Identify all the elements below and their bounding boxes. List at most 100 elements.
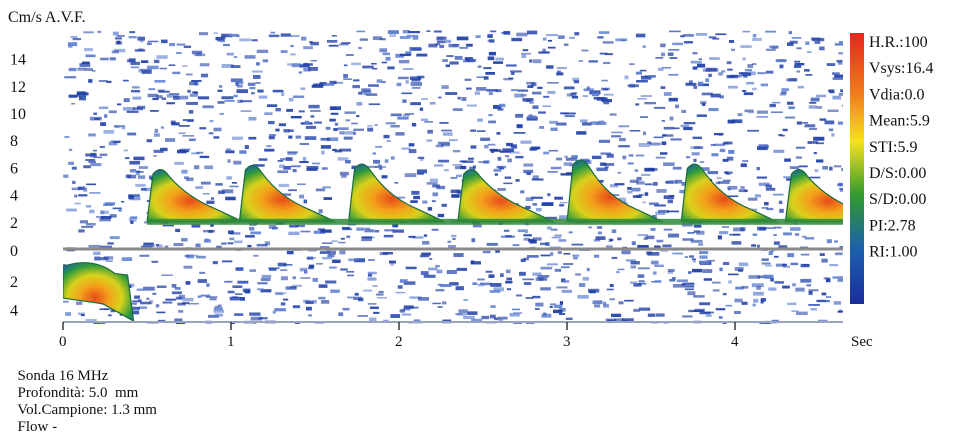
noise-speck bbox=[100, 57, 109, 61]
noise-speck bbox=[657, 67, 664, 71]
noise-speck bbox=[402, 68, 414, 70]
noise-speck bbox=[709, 57, 720, 60]
noise-speck bbox=[824, 120, 835, 125]
noise-speck bbox=[713, 143, 725, 147]
noise-speck bbox=[505, 280, 513, 284]
noise-speck bbox=[308, 314, 312, 317]
noise-speck bbox=[272, 310, 276, 314]
noise-speck bbox=[63, 300, 69, 303]
noise-speck bbox=[743, 75, 748, 78]
noise-speck bbox=[438, 96, 442, 99]
noise-speck bbox=[340, 268, 348, 271]
noise-speck bbox=[328, 44, 339, 47]
noise-speck bbox=[332, 259, 341, 264]
noise-speck bbox=[557, 251, 562, 254]
noise-speck bbox=[462, 59, 475, 63]
noise-speck bbox=[488, 51, 496, 56]
noise-speck bbox=[670, 138, 682, 141]
noise-speck bbox=[829, 89, 835, 94]
noise-speck bbox=[148, 88, 156, 91]
noise-speck bbox=[683, 33, 694, 37]
noise-speck bbox=[731, 119, 743, 124]
noise-speck bbox=[250, 231, 262, 235]
noise-speck bbox=[374, 166, 387, 168]
noise-speck bbox=[300, 87, 306, 91]
noise-speck bbox=[827, 109, 839, 113]
noise-speck bbox=[322, 256, 333, 260]
noise-speck bbox=[399, 309, 405, 313]
noise-speck bbox=[220, 39, 225, 43]
noise-speck bbox=[77, 312, 86, 315]
noise-speck bbox=[718, 316, 723, 319]
noise-speck bbox=[110, 140, 121, 143]
noise-speck bbox=[338, 241, 346, 244]
noise-speck bbox=[410, 200, 418, 204]
noise-speck bbox=[127, 132, 137, 136]
noise-speck bbox=[800, 278, 812, 283]
noise-speck bbox=[715, 308, 726, 311]
noise-speck bbox=[222, 260, 233, 263]
noise-speck bbox=[152, 292, 157, 295]
noise-speck bbox=[382, 252, 394, 255]
noise-speck bbox=[314, 323, 325, 324]
noise-speck bbox=[455, 174, 463, 178]
noise-speck bbox=[540, 254, 551, 257]
noise-speck bbox=[71, 166, 77, 170]
noise-speck bbox=[805, 74, 813, 76]
noise-speck bbox=[200, 181, 211, 185]
noise-speck bbox=[452, 238, 456, 240]
noise-speck bbox=[549, 305, 553, 309]
noise-speck bbox=[206, 283, 210, 287]
noise-speck bbox=[98, 80, 108, 82]
noise-speck bbox=[517, 229, 526, 233]
noise-speck bbox=[809, 102, 817, 104]
noise-speck bbox=[550, 127, 558, 131]
noise-speck bbox=[93, 112, 98, 116]
noise-speck bbox=[555, 122, 567, 126]
noise-speck bbox=[122, 79, 129, 82]
x-unit-label: Sec bbox=[851, 334, 873, 350]
noise-speck bbox=[603, 101, 610, 105]
noise-speck bbox=[329, 80, 337, 85]
noise-speck bbox=[627, 84, 639, 88]
noise-speck bbox=[346, 271, 355, 273]
noise-speck bbox=[602, 61, 611, 65]
noise-speck bbox=[155, 243, 160, 247]
noise-speck bbox=[683, 126, 693, 131]
noise-speck bbox=[743, 92, 754, 96]
noise-speck bbox=[509, 312, 520, 317]
noise-speck bbox=[467, 311, 478, 315]
noise-speck bbox=[244, 145, 249, 149]
noise-speck bbox=[526, 255, 539, 258]
noise-speck bbox=[838, 182, 843, 186]
noise-speck bbox=[832, 77, 843, 80]
noise-speck bbox=[796, 47, 802, 50]
noise-speck bbox=[306, 257, 316, 259]
noise-speck bbox=[79, 97, 83, 100]
noise-speck bbox=[672, 166, 682, 170]
noise-speck bbox=[352, 132, 357, 135]
noise-speck bbox=[497, 188, 506, 191]
noise-speck bbox=[795, 156, 802, 159]
noise-speck bbox=[93, 156, 103, 159]
noise-speck bbox=[283, 129, 290, 133]
noise-speck bbox=[378, 290, 384, 294]
noise-speck bbox=[210, 223, 214, 227]
noise-speck bbox=[294, 322, 300, 324]
noise-speck bbox=[717, 235, 722, 240]
noise-speck bbox=[697, 63, 706, 68]
noise-speck bbox=[426, 30, 431, 33]
noise-speck bbox=[70, 35, 78, 39]
noise-speck bbox=[421, 98, 429, 100]
noise-speck bbox=[761, 207, 769, 209]
noise-speck bbox=[292, 305, 301, 309]
noise-speck bbox=[692, 82, 697, 87]
noise-speck bbox=[182, 119, 194, 122]
noise-speck bbox=[154, 79, 166, 83]
noise-speck bbox=[487, 56, 495, 61]
noise-speck bbox=[429, 178, 438, 183]
noise-speck bbox=[498, 316, 508, 320]
noise-speck bbox=[210, 197, 215, 200]
noise-speck bbox=[689, 255, 694, 258]
noise-speck bbox=[837, 310, 843, 313]
